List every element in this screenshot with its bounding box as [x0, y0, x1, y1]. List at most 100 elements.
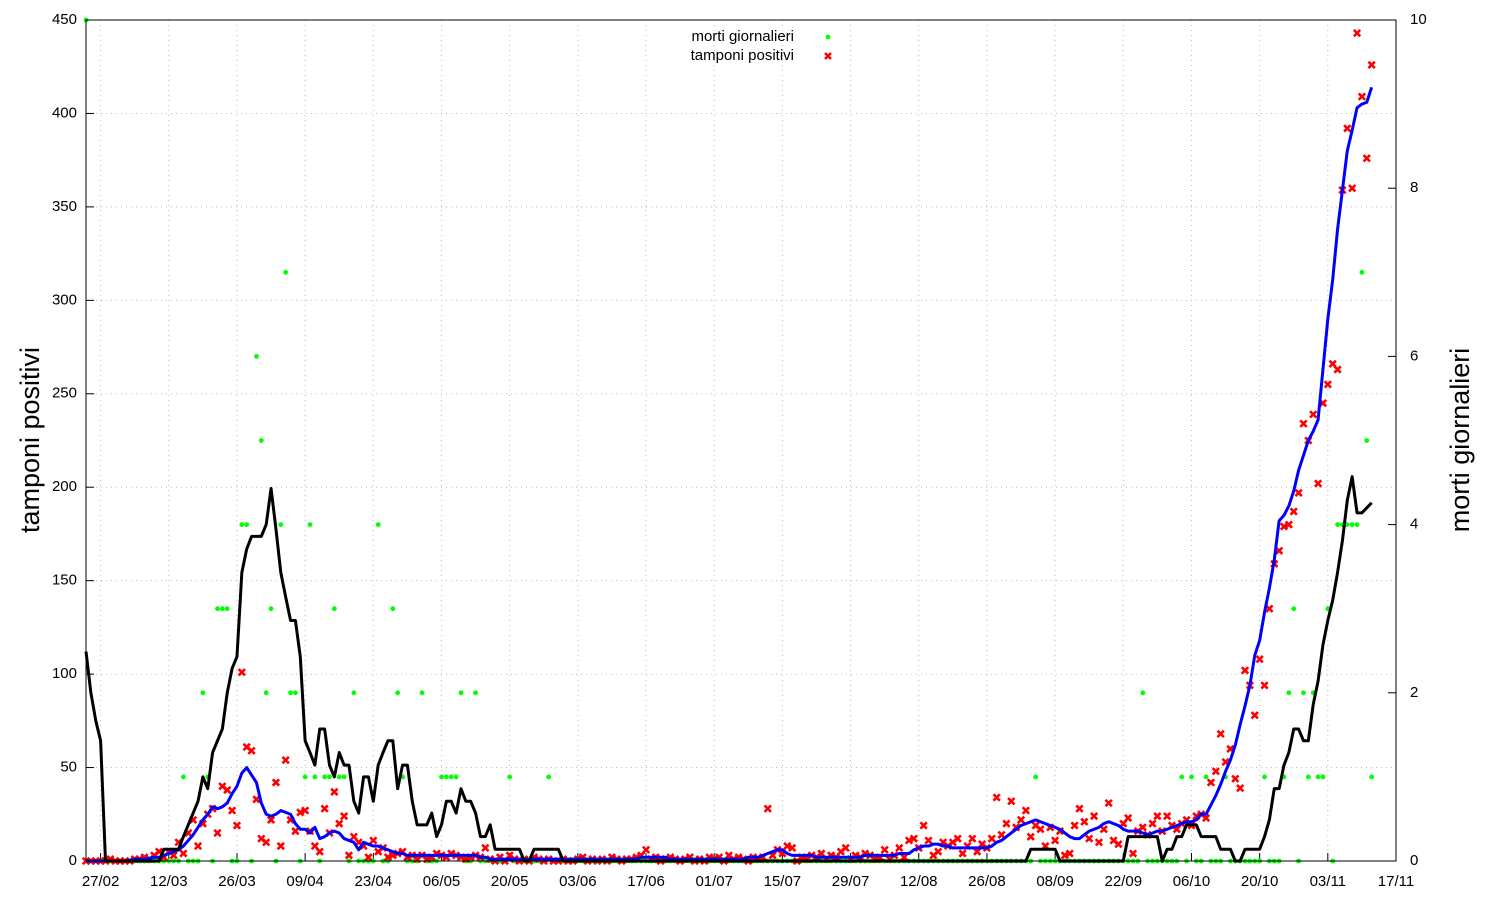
- x-tick-label: 17/06: [627, 873, 665, 890]
- data-point: [895, 843, 904, 853]
- data-point: [239, 522, 245, 527]
- data-point: [302, 774, 308, 780]
- data-point: [1153, 812, 1162, 821]
- data-point: [1033, 774, 1039, 780]
- data-point: [1294, 488, 1303, 497]
- data-point: [1216, 729, 1225, 739]
- legend-label: tamponi positivi: [691, 47, 794, 64]
- x-tick-label: 06/05: [423, 873, 461, 890]
- data-point: [448, 774, 454, 780]
- legend-marker: [824, 52, 832, 60]
- data-point: [193, 841, 203, 851]
- data-point: [1255, 655, 1264, 664]
- data-point: [200, 690, 206, 696]
- legend-marker: [825, 34, 831, 40]
- y-tick-label: 350: [52, 198, 77, 215]
- data-point: [439, 774, 444, 780]
- data-point: [841, 843, 850, 853]
- data-point: [344, 851, 354, 860]
- grid: [86, 19, 1397, 862]
- data-point: [1260, 681, 1269, 690]
- y-tick-label: 400: [52, 104, 77, 121]
- data-point: [1289, 507, 1298, 516]
- data-point: [307, 522, 313, 527]
- data-point: [215, 606, 220, 612]
- x-tick-label: 17/11: [1378, 873, 1414, 890]
- data-point: [1163, 812, 1172, 821]
- data-point: [383, 853, 393, 862]
- data-point: [179, 849, 188, 858]
- data-point: [992, 793, 1001, 802]
- data-point: [258, 438, 264, 443]
- data-point: [278, 522, 284, 527]
- data-point: [507, 774, 513, 780]
- data-point: [213, 828, 222, 838]
- data-point: [263, 690, 269, 696]
- data-point: [375, 522, 381, 527]
- line-series: [84, 475, 1373, 863]
- data-point: [1124, 813, 1133, 823]
- data-point: [1369, 774, 1375, 780]
- y-tick-label: 450: [52, 11, 77, 28]
- data-point: [1315, 774, 1321, 780]
- data-point: [1344, 522, 1350, 527]
- data-point: [395, 690, 401, 696]
- data-point: [1050, 836, 1060, 845]
- data-point: [1016, 815, 1026, 825]
- data-point: [987, 834, 996, 843]
- x-tick-label: 15/07: [764, 873, 802, 890]
- data-point: [296, 808, 305, 817]
- data-point: [763, 804, 772, 813]
- data-point: [1313, 479, 1323, 488]
- y2-tick-label: 0: [1410, 852, 1418, 869]
- data-point: [546, 774, 552, 780]
- data-point: [419, 690, 425, 696]
- data-point: [1352, 28, 1362, 38]
- data-point: [880, 845, 889, 854]
- x-tick-label: 26/03: [218, 873, 256, 890]
- data-point: [291, 826, 300, 836]
- plot-data: [81, 17, 1376, 866]
- data-point: [1309, 410, 1318, 419]
- data-point: [327, 774, 332, 780]
- data-point: [788, 843, 797, 853]
- data-point: [1231, 774, 1240, 783]
- data-point: [315, 847, 324, 856]
- data-point: [1367, 60, 1376, 69]
- data-point: [1060, 851, 1069, 860]
- y2-tick-label: 4: [1410, 516, 1418, 533]
- data-point: [1114, 840, 1123, 849]
- data-point: [227, 806, 237, 815]
- data-point: [1323, 380, 1332, 389]
- data-point: [1354, 522, 1360, 527]
- data-point: [1265, 604, 1274, 613]
- y-tick-label: 200: [52, 478, 77, 495]
- data-point: [924, 836, 933, 845]
- y-tick-label: 50: [60, 759, 77, 776]
- data-point: [180, 774, 186, 780]
- line-series: [86, 86, 1374, 863]
- x-tick-label: 03/11: [1310, 873, 1346, 890]
- x-tick-label: 20/05: [491, 873, 529, 890]
- plot-frame: [85, 19, 1397, 862]
- x-tick-label: 12/03: [150, 873, 188, 890]
- data-point: [1140, 690, 1146, 696]
- labels: tamponi positivi morti giornalieri 0 50 10…: [15, 11, 1475, 890]
- data-point: [641, 845, 651, 854]
- data-point: [1279, 522, 1289, 531]
- data-point: [1262, 774, 1267, 780]
- y2-axis-title: morti giornalieri: [1445, 348, 1475, 533]
- data-point: [1179, 774, 1185, 780]
- x-tick-label: 27/02: [82, 873, 120, 890]
- data-point: [1089, 812, 1099, 821]
- data-point: [783, 841, 792, 851]
- data-point: [909, 834, 919, 843]
- data-point: [1075, 804, 1084, 813]
- x-tick-label: 09/04: [286, 873, 324, 890]
- data-point: [1206, 778, 1216, 787]
- data-point: [473, 690, 478, 696]
- data-point: [1189, 774, 1194, 780]
- data-point: [973, 847, 982, 856]
- data-point: [1236, 783, 1245, 793]
